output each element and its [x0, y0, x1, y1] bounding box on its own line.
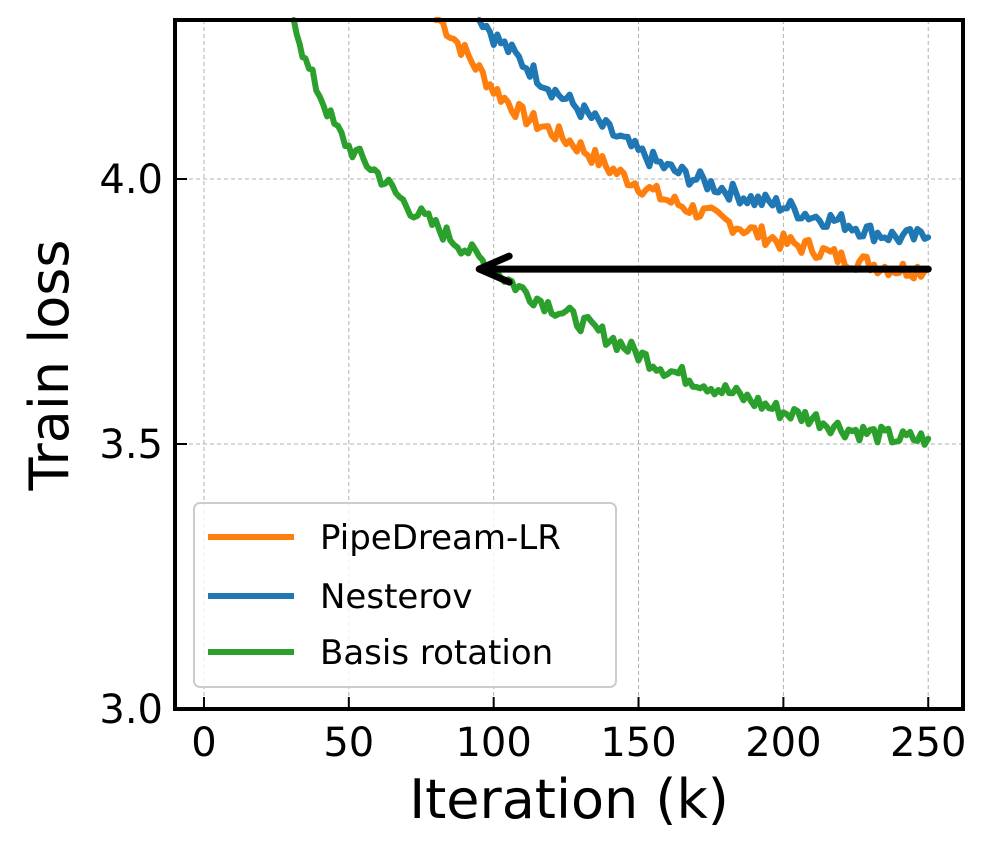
- legend-box: [193, 502, 617, 688]
- tick-layer: 0 50 100 150 200 250 3.0 3.5 4.0: [99, 157, 966, 766]
- y-tick-label: 4.0: [99, 157, 163, 203]
- plot-frame: [173, 18, 965, 711]
- series-line-pipedream-lr: [432, 17, 932, 282]
- y-tick-label: 3.5: [99, 422, 163, 468]
- arrow-head: [475, 252, 513, 286]
- legend-label-pipedream-lr: PipeDream-LR: [320, 518, 561, 558]
- x-axis-title: Iteration (k): [409, 768, 729, 831]
- y-tick-label: 3.0: [99, 687, 163, 733]
- legend: PipeDream-LR Nesterov Basis rotation: [193, 502, 617, 688]
- annotation-layer: [475, 252, 932, 286]
- x-tick-label: 50: [323, 720, 374, 766]
- legend-label-basis-rotation: Basis rotation: [320, 633, 553, 673]
- y-axis-title: Train loss: [18, 239, 81, 491]
- series-layer: [290, 17, 932, 448]
- x-tick-label: 0: [191, 720, 216, 766]
- x-tick-label: 100: [455, 720, 531, 766]
- x-tick-label: 250: [890, 720, 966, 766]
- series-line-nesterov: [476, 17, 932, 246]
- x-tick-label: 200: [745, 720, 821, 766]
- legend-label-nesterov: Nesterov: [320, 577, 472, 617]
- series-line-basis-rotation: [290, 17, 932, 448]
- x-tick-label: 150: [600, 720, 676, 766]
